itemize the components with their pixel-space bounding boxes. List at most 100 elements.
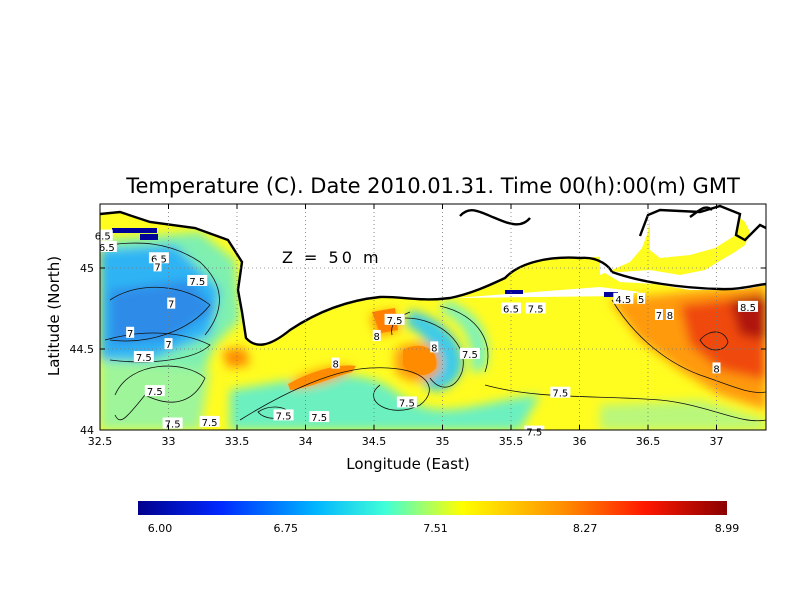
sea-of-azov-cutout (650, 206, 740, 258)
contour-label: 7.5 (399, 398, 415, 409)
contour-line (404, 317, 464, 388)
map-frame (99, 203, 767, 431)
contour-label: 7.5 (311, 413, 327, 424)
contour-label: 7.5 (136, 353, 152, 364)
x-tick-label: 35 (436, 435, 450, 448)
contour-label: 7.5 (462, 350, 478, 361)
contour-label: 8 (374, 332, 380, 343)
contour-label-bg (613, 292, 634, 304)
contour-label: 8 (713, 364, 719, 375)
depth-label: Z = 50 m (282, 248, 382, 267)
contour-label: 7.5 (552, 389, 568, 400)
contour-label-bg (167, 297, 176, 309)
coastal-cold-strip (140, 234, 158, 240)
contour-label-bg (525, 302, 546, 314)
contour-label: 7.5 (165, 420, 181, 431)
contour-label-bg (430, 341, 439, 353)
contour-label-bg (133, 351, 154, 363)
contour-label: 7 (154, 262, 160, 273)
contour-label: 6.5 (99, 243, 115, 254)
contour-label-bg (637, 292, 646, 304)
contour-label: 6.5 (151, 254, 167, 265)
x-tick-label: 36.5 (636, 435, 661, 448)
contour-label-bg (654, 308, 663, 320)
contour-line (439, 305, 489, 373)
contour-label-bg (550, 386, 571, 398)
contour-label: 7.5 (147, 387, 163, 398)
contour-label-bg (199, 415, 220, 427)
contour-label-bg (372, 330, 381, 342)
x-tick-label: 35.5 (499, 435, 524, 448)
warm-patch-west (222, 348, 250, 368)
contour-label-bg (164, 338, 173, 350)
kerch-coast (638, 204, 766, 242)
contour-label: 8 (431, 343, 437, 354)
contour-label: 7.5 (189, 277, 205, 288)
coastal-cold-strip (505, 290, 523, 294)
x-tick-label: 36 (573, 435, 587, 448)
colorbar-tick-label: 7.51 (423, 522, 448, 535)
se-cool-water (600, 400, 766, 430)
contour-label-bg (459, 347, 480, 359)
x-tick-label: 32.5 (88, 435, 113, 448)
colorbar-tick-label: 6.00 (148, 522, 173, 535)
colorbar-tick-label: 8.27 (573, 522, 598, 535)
contour-label-bg (126, 326, 135, 338)
contour-label: 7.5 (276, 411, 292, 422)
contour-label-bg (738, 300, 759, 312)
warm-filament-core (288, 365, 356, 390)
west-coldest-core (110, 280, 215, 345)
contour-label: 6.5 (503, 305, 519, 316)
contour-label: 7 (127, 329, 133, 340)
contour-line (100, 242, 220, 336)
contour-label: 8 (667, 311, 673, 322)
azov-coast-detail (689, 206, 713, 218)
x-tick-label: 33.5 (225, 435, 250, 448)
contour-label: 7 (656, 311, 662, 322)
x-axis-label: Longitude (East) (346, 455, 469, 473)
temperature-field (100, 204, 766, 430)
coastline (100, 204, 766, 346)
x-tick-label: 33 (162, 435, 176, 448)
contour-label: 6.5 (95, 232, 111, 243)
contour-label: 4.5 (615, 295, 631, 306)
contour-label-bg (153, 260, 162, 272)
figure-title: Temperature (C). Date 2010.01.31. Time 0… (125, 174, 740, 198)
contour-label-bg (92, 229, 113, 241)
contour-label-bg (384, 313, 405, 325)
contour-label: 5 (638, 295, 644, 306)
coastal-cold-strip (112, 228, 157, 233)
x-tick-label: 34.5 (362, 435, 387, 448)
land-north (100, 204, 766, 345)
contour-label-bg (665, 308, 674, 320)
land-northeast-bay (600, 204, 766, 290)
colorbar-tick-label: 8.99 (715, 522, 740, 535)
contour-label: 7 (168, 300, 174, 311)
contour-label: 7 (165, 340, 171, 351)
contour-label-bg (712, 362, 721, 374)
y-tick-label: 44 (80, 424, 94, 437)
contour-label: 7.5 (202, 418, 218, 429)
contour-line (109, 286, 211, 342)
central-streamer (230, 375, 540, 430)
colorbar-ticks: 6.00 6.75 7.51 8.27 8.99 (148, 522, 740, 535)
contour-label: 7.5 (526, 428, 542, 439)
contour-label-bg (501, 302, 521, 314)
contour-label-bg (187, 274, 208, 286)
contour-line (611, 299, 766, 393)
azov-coast (459, 209, 531, 226)
land-east-peninsula (600, 204, 766, 275)
caucasus-coast (611, 270, 766, 291)
contour-line (484, 384, 766, 422)
contour-label-bg (309, 411, 330, 423)
axis-ticks: 32.5 33 33.5 34 34.5 35 35.5 36 36.5 37 44 44.5 45 (70, 204, 766, 448)
contour-label: 8 (332, 360, 338, 371)
contour-label-bg (396, 396, 417, 408)
contour-label-bg (331, 357, 340, 369)
colorbar-tick-label: 6.75 (273, 522, 298, 535)
contour-label-bg (144, 385, 165, 397)
y-tick-label: 44.5 (70, 343, 95, 356)
x-tick-label: 37 (710, 435, 724, 448)
